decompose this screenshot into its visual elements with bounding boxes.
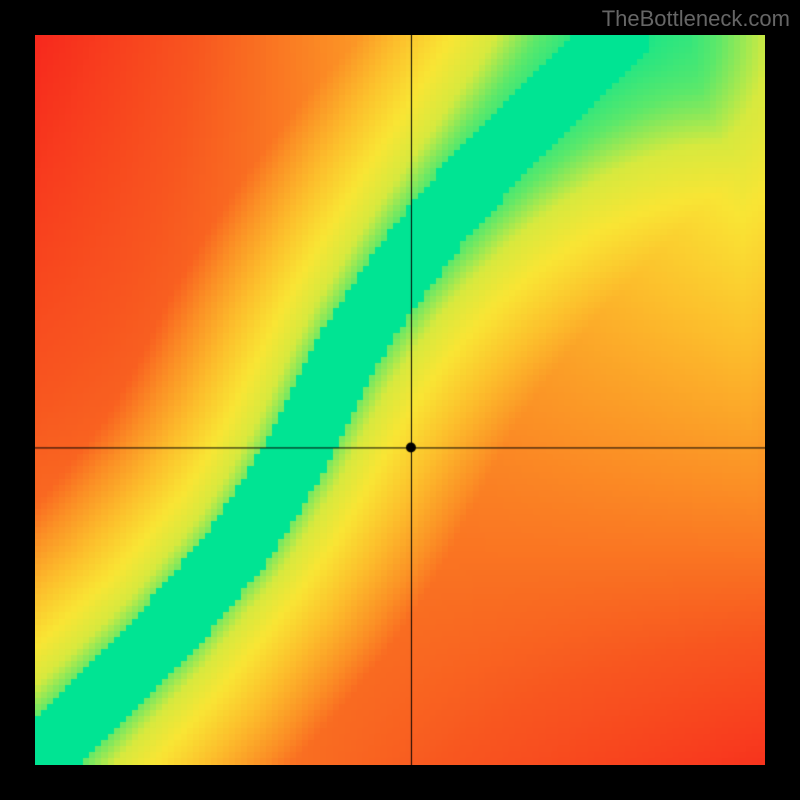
watermark-text: TheBottleneck.com xyxy=(602,6,790,32)
bottleneck-heatmap xyxy=(35,35,765,765)
chart-container: TheBottleneck.com xyxy=(0,0,800,800)
